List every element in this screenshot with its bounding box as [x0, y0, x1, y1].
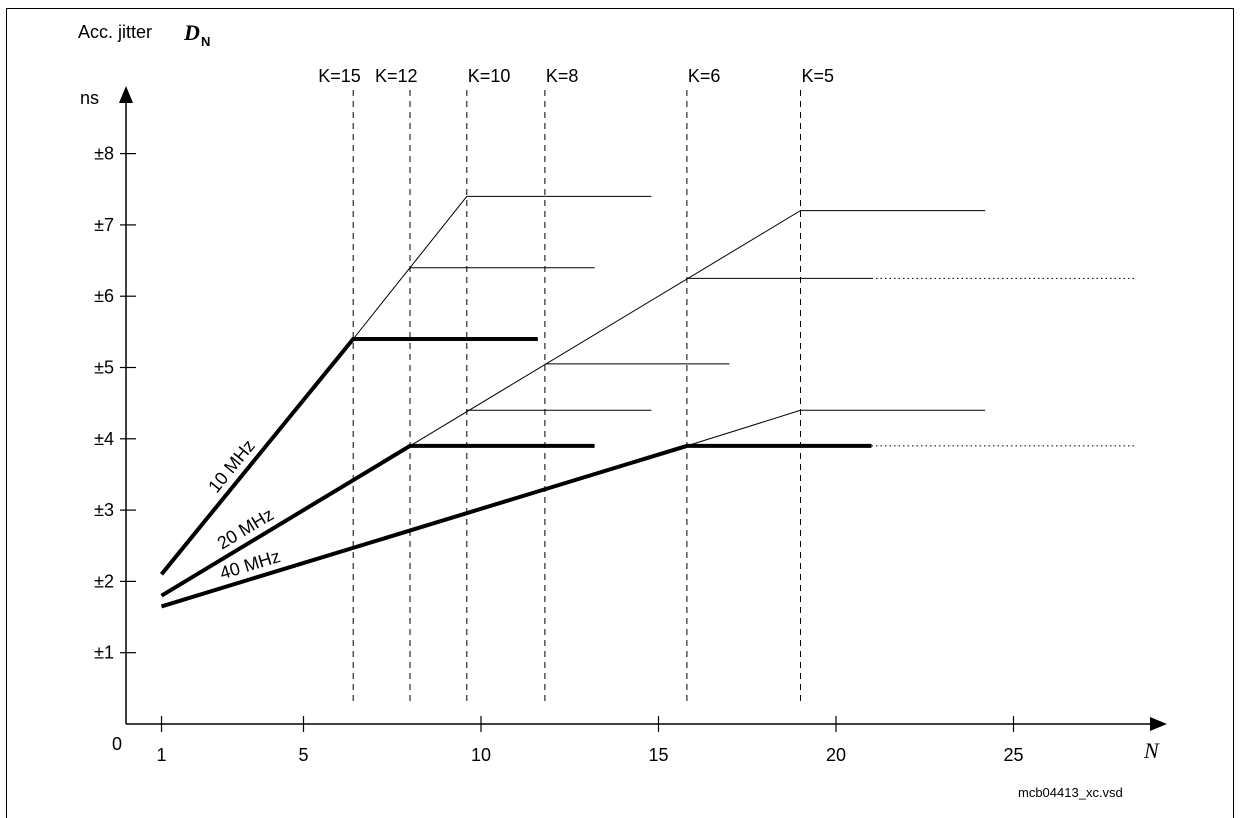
- x-tick-label: 20: [826, 745, 846, 765]
- x-tick-label: 10: [471, 745, 491, 765]
- dotted-extensions: [871, 277, 1135, 447]
- thin-lines: [352, 195, 986, 447]
- origin-label: 0: [112, 734, 122, 754]
- y-axis-symbol: D: [183, 20, 200, 45]
- k-marker-label: K=6: [688, 66, 721, 86]
- series-line: [160, 443, 872, 609]
- k-marker-label: K=15: [318, 66, 361, 86]
- y-tick-label: ±3: [94, 500, 114, 520]
- axes: [119, 86, 1167, 731]
- k-marker-label: K=5: [802, 66, 835, 86]
- y-axis-title: Acc. jitter: [78, 22, 152, 42]
- x-tick-label: 15: [648, 745, 668, 765]
- y-tick-label: ±7: [94, 215, 114, 235]
- thin-line: [686, 409, 986, 447]
- x-tick-label: 1: [156, 745, 166, 765]
- k-marker-label: K=12: [375, 66, 418, 86]
- y-tick-label: ±4: [94, 429, 114, 449]
- x-tick-label: 25: [1003, 745, 1023, 765]
- k-marker-label: K=10: [468, 66, 511, 86]
- x-axis-arrow: [1150, 717, 1167, 731]
- y-axis-unit: ns: [80, 88, 99, 108]
- y-axis-arrow: [119, 86, 133, 103]
- y-axis-subscript: N: [201, 34, 210, 49]
- chart-frame: [6, 8, 1234, 818]
- filename-label: mcb04413_xc.vsd: [1018, 785, 1123, 800]
- y-tick-label: ±1: [94, 643, 114, 663]
- axis-ticks: 1 5 10 15 20 25±1±2±3±4±5±6±7±8: [94, 144, 1023, 765]
- y-tick-label: ±2: [94, 571, 114, 591]
- k-marker-label: K=8: [546, 66, 579, 86]
- y-tick-label: ±8: [94, 144, 114, 164]
- y-tick-label: ±5: [94, 358, 114, 378]
- x-tick-label: 5: [298, 745, 308, 765]
- thin-line: [352, 195, 652, 340]
- k-marker-lines: K=15 K=12 K=10 K=8 K=6 K=5: [318, 66, 834, 706]
- thin-line: [409, 210, 986, 447]
- series-line: [160, 443, 595, 598]
- series-line: [159, 337, 538, 576]
- y-tick-label: ±6: [94, 286, 114, 306]
- x-axis-title: N: [1143, 738, 1160, 763]
